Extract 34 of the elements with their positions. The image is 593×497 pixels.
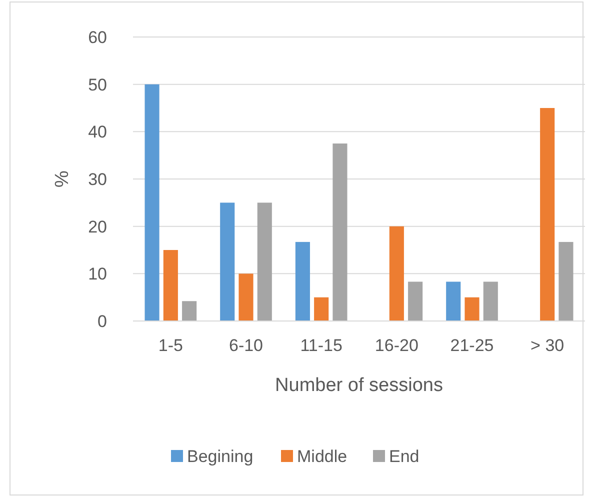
bar <box>464 297 480 321</box>
y-tick-label: 30 <box>88 170 107 189</box>
y-tick-label: 0 <box>98 312 107 331</box>
bar <box>408 282 423 321</box>
legend-label: Begining <box>187 447 254 466</box>
bar <box>144 84 160 321</box>
bar <box>389 226 404 321</box>
bar <box>295 242 310 321</box>
y-axis-title: % <box>52 170 73 188</box>
x-axis-title: Number of sessions <box>275 375 443 396</box>
y-tick-label: 60 <box>88 28 107 47</box>
bar <box>314 297 329 321</box>
x-tick-label: > 30 <box>530 336 564 355</box>
x-tick-label: 21-25 <box>450 336 494 355</box>
x-tick-label: 11-15 <box>300 336 342 355</box>
bar <box>558 242 574 321</box>
y-tick-label: 50 <box>88 75 107 94</box>
bar <box>446 282 461 321</box>
bar <box>483 282 498 321</box>
y-tick-label: 10 <box>88 264 107 284</box>
bar <box>220 202 235 321</box>
x-tick-label: 6-10 <box>228 336 264 355</box>
bar <box>257 202 272 321</box>
bar <box>182 301 197 321</box>
bar <box>332 144 348 321</box>
y-tick-label: 20 <box>88 217 107 236</box>
bar <box>163 250 178 321</box>
legend-label: Middle <box>297 447 348 466</box>
x-tick-label: 16-20 <box>374 336 418 355</box>
x-tick-label: 1-5 <box>158 336 183 355</box>
legend-label: End <box>389 447 420 466</box>
bar <box>238 274 254 321</box>
y-tick-label: 40 <box>88 122 107 142</box>
bar <box>540 108 555 321</box>
